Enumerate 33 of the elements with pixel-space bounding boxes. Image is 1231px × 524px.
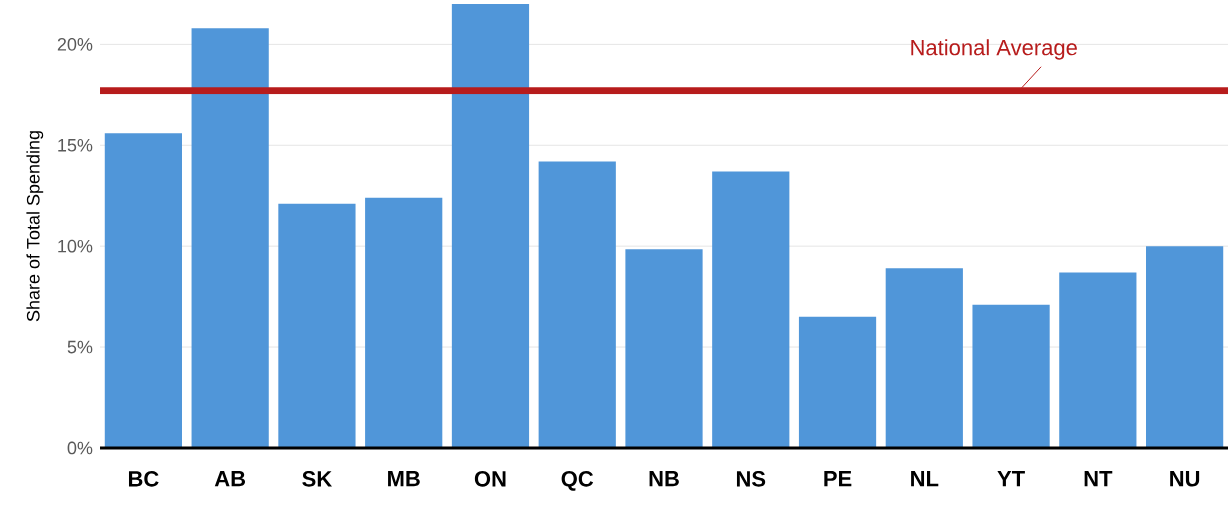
bar [191,28,269,448]
y-tick-label: 15% [58,138,93,152]
x-tick-label: PE [824,471,852,487]
y-axis-title: Share of Total Spending [26,131,44,322]
x-tick-label: QC [561,471,594,491]
x-tick-label: AB [214,471,246,487]
bar [625,249,703,448]
x-tick-label: MB [388,471,420,487]
y-tick-label: 0% [67,441,93,455]
x-tick-label: YT [997,471,1025,487]
x-tick-label: BC [128,471,159,487]
bar [451,4,530,448]
bar [798,316,877,448]
bar [365,197,443,448]
x-tick-label: SK [302,471,333,487]
bar [712,171,790,448]
x-tick-label: NS [736,471,766,487]
x-tick-label: NU [1170,471,1200,487]
x-tick-label: NT [1084,471,1113,487]
x-tick-label: NL [911,471,939,487]
bar [885,268,963,448]
ref-line-label: National Average [911,39,1077,60]
y-tick-label: 10% [58,239,93,253]
bar [1146,246,1224,448]
bar [278,203,356,448]
bar [104,133,182,448]
y-tick-label: 20% [57,37,93,51]
bar [1059,272,1137,448]
bar [972,304,1050,448]
x-tick-label: ON [474,471,506,487]
y-tick-label: 5% [67,340,93,354]
x-tick-label: NB [649,471,679,487]
bar [538,161,616,448]
